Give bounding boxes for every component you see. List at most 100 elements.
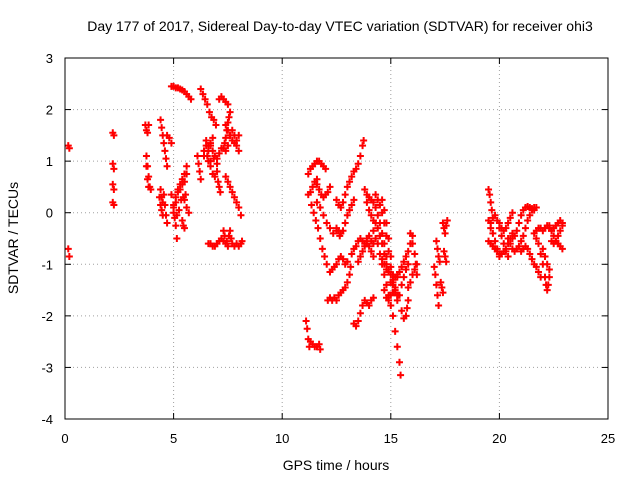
data-point xyxy=(359,302,367,310)
data-point xyxy=(352,322,360,330)
data-point xyxy=(404,247,412,255)
data-point xyxy=(487,198,495,206)
data-point xyxy=(207,139,215,147)
data-point xyxy=(359,247,367,255)
data-point xyxy=(442,222,450,230)
data-point xyxy=(310,209,318,217)
data-point xyxy=(504,253,512,261)
data-point xyxy=(532,204,540,212)
data-point xyxy=(354,317,362,325)
data-point xyxy=(400,258,408,266)
data-point xyxy=(356,152,364,160)
data-point xyxy=(346,271,354,279)
data-point xyxy=(360,137,368,145)
data-point xyxy=(343,183,351,191)
x-axis-label: GPS time / hours xyxy=(283,457,390,473)
data-point xyxy=(380,286,388,294)
data-point xyxy=(216,188,224,196)
data-point xyxy=(322,165,330,173)
y-tick-label: -2 xyxy=(41,309,53,324)
data-point xyxy=(558,222,566,230)
data-point xyxy=(222,173,230,181)
data-point xyxy=(404,260,412,268)
data-point xyxy=(488,206,496,214)
data-point xyxy=(365,232,373,240)
data-point xyxy=(519,232,527,240)
data-point xyxy=(409,240,417,248)
data-point xyxy=(430,263,438,271)
data-point xyxy=(209,147,217,155)
x-tick-label: 5 xyxy=(170,431,177,446)
data-point xyxy=(374,240,382,248)
data-point xyxy=(376,250,384,258)
x-tick-label: 10 xyxy=(275,431,289,446)
data-point xyxy=(526,211,534,219)
data-point xyxy=(380,206,388,214)
data-point xyxy=(215,183,223,191)
data-point xyxy=(214,178,222,186)
data-point xyxy=(180,224,188,232)
data-point xyxy=(412,260,420,268)
data-point xyxy=(491,211,499,219)
data-point xyxy=(223,237,231,245)
data-point xyxy=(233,142,241,150)
y-tick-label: 1 xyxy=(46,154,53,169)
data-point xyxy=(532,263,540,271)
data-point xyxy=(173,235,181,242)
data-point xyxy=(504,219,512,227)
data-point xyxy=(65,253,73,261)
data-point xyxy=(157,116,165,124)
data-point xyxy=(395,358,403,366)
data-point xyxy=(180,196,188,204)
data-point xyxy=(303,325,311,333)
data-point xyxy=(346,206,354,214)
data-point xyxy=(369,198,377,206)
data-point xyxy=(511,232,519,240)
data-point xyxy=(196,167,204,175)
data-point xyxy=(554,232,562,240)
data-point xyxy=(437,278,445,286)
data-point xyxy=(326,224,334,232)
data-point xyxy=(197,175,205,183)
data-point xyxy=(438,283,446,291)
data-point xyxy=(144,175,152,183)
data-point xyxy=(369,294,377,302)
data-point xyxy=(237,211,245,219)
plot-frame xyxy=(64,57,609,420)
data-point xyxy=(65,144,73,152)
data-point xyxy=(532,235,540,242)
data-point xyxy=(347,263,355,271)
data-point xyxy=(365,302,373,310)
y-tick-label: 2 xyxy=(46,103,53,118)
data-point xyxy=(517,211,525,219)
data-point xyxy=(176,186,184,194)
data-point xyxy=(175,206,183,214)
data-point xyxy=(433,245,441,253)
data-point xyxy=(158,206,166,214)
data-point xyxy=(382,219,390,227)
data-point xyxy=(109,180,117,188)
data-point xyxy=(339,198,347,206)
data-point xyxy=(493,245,501,253)
data-point xyxy=(145,121,153,129)
data-point xyxy=(374,224,382,232)
data-point xyxy=(502,245,510,253)
data-point xyxy=(495,219,503,227)
data-point xyxy=(387,291,395,299)
data-point xyxy=(376,201,384,209)
data-point xyxy=(142,152,150,160)
data-point xyxy=(385,235,393,242)
x-tick-label: 15 xyxy=(384,431,398,446)
data-point xyxy=(534,268,542,276)
data-point xyxy=(212,121,220,129)
data-point xyxy=(393,343,401,351)
data-point xyxy=(144,129,152,137)
data-point xyxy=(539,245,547,253)
data-point xyxy=(398,281,406,289)
data-point xyxy=(352,242,360,250)
data-point xyxy=(402,253,410,261)
data-point xyxy=(110,131,118,139)
data-point xyxy=(404,296,412,304)
data-point xyxy=(109,160,117,168)
data-point xyxy=(552,237,560,245)
